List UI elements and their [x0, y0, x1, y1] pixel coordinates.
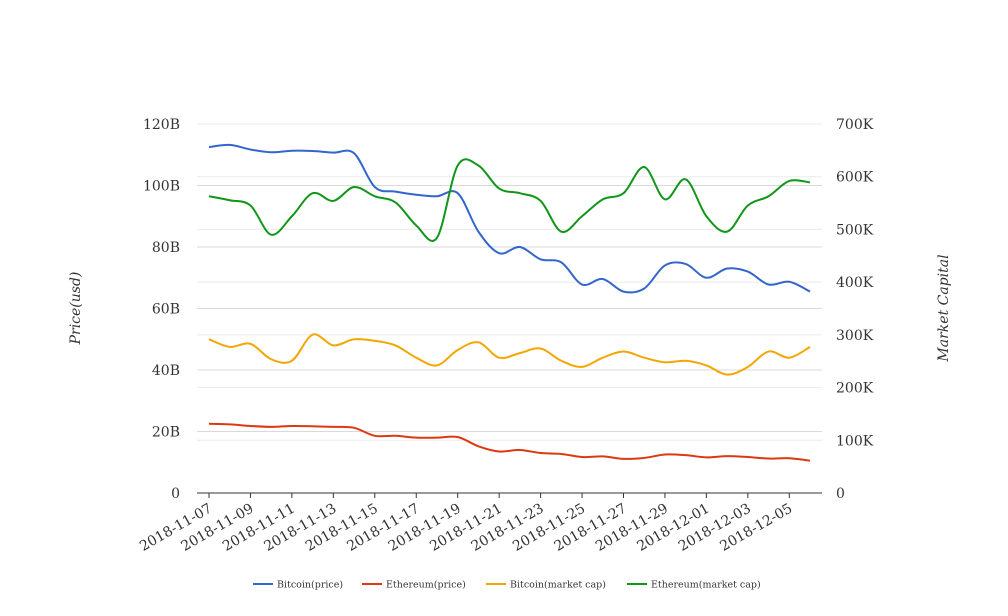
legend-layer: Bitcoin(price) Ethereum(price) Bitcoin(mar…: [253, 580, 761, 591]
y-axis-title-right: Market Capital: [936, 254, 952, 362]
y-tick-label-left: 0: [171, 486, 180, 502]
y-tick-label-left: 40B: [152, 363, 180, 379]
y-tick-label-right: 500K: [836, 222, 874, 238]
legend-label-bitcoin-price: Bitcoin(price): [277, 580, 343, 591]
series-line-bitcoin-price: [208, 143, 811, 294]
y-tick-label-right: 400K: [836, 275, 874, 291]
y-tick-label-left: 100B: [143, 179, 180, 195]
y-tick-label-right: 0: [836, 486, 845, 502]
legend-label-ethereum-market-cap: Ethereum(market cap): [651, 580, 761, 591]
y-tick-label-left: 80B: [152, 240, 180, 256]
y-tick-label-left: 20B: [152, 425, 180, 441]
axis-layer: 0 20B 40B 60B 80B 100B 120B 0 100K 200K 300K 400K 50…: [137, 117, 874, 555]
series-layer: [208, 143, 811, 462]
y-tick-label-right: 600K: [836, 170, 874, 186]
y-tick-label-right: 700K: [836, 117, 874, 133]
y-tick-label-left: 120B: [143, 117, 180, 133]
y-tick-label-right: 300K: [836, 328, 874, 344]
grid-layer: [197, 123, 822, 494]
series-line-ethereum-price: [208, 422, 811, 462]
y-tick-label-right: 200K: [836, 381, 874, 397]
y-tick-label-left: 60B: [152, 302, 180, 318]
series-line-bitcoin-market-cap: [208, 333, 811, 376]
legend-label-ethereum-price: Ethereum(price): [386, 580, 466, 591]
y-tick-label-right: 100K: [836, 433, 874, 449]
y-axis-title-left: Price(usd): [68, 272, 84, 346]
legend-label-bitcoin-market-cap: Bitcoin(market cap): [510, 580, 606, 591]
series-line-ethereum-market-cap: [208, 158, 811, 242]
